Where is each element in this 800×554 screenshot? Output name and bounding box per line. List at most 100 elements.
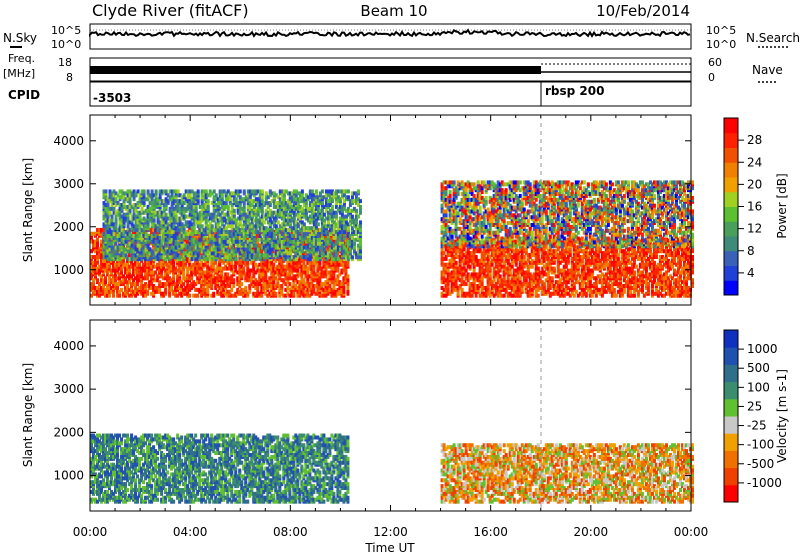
echo-cell <box>188 293 192 298</box>
echo-cell <box>196 199 200 204</box>
echo-cell <box>256 280 260 285</box>
echo-cell <box>134 231 138 236</box>
echo-cell <box>334 214 338 219</box>
echo-cell <box>128 201 132 206</box>
echo-cell <box>168 287 172 292</box>
echo-cell <box>168 282 172 287</box>
echo-cell <box>140 284 144 289</box>
echo-cell <box>116 285 120 290</box>
echo-cell <box>142 291 146 296</box>
echo-cell <box>256 247 260 252</box>
echo-cell <box>342 289 346 294</box>
echo-cell <box>246 272 250 277</box>
echo-cell <box>148 233 152 238</box>
echo-cell <box>126 289 130 294</box>
echo-cell <box>262 282 266 287</box>
echo-cell <box>130 274 134 279</box>
echo-cell <box>128 253 132 258</box>
echo-cell <box>234 257 238 262</box>
echo-cell <box>164 189 168 194</box>
echo-cell <box>202 262 206 267</box>
echo-cell <box>346 289 350 294</box>
echo-cell <box>178 239 182 244</box>
echo-cell <box>246 266 250 271</box>
echo-cell <box>206 272 210 277</box>
echo-cell <box>158 227 162 232</box>
echo-cell <box>170 260 174 265</box>
echo-cell <box>190 270 194 275</box>
echo-cell <box>94 231 98 236</box>
echo-cell <box>254 262 258 267</box>
echo-cell <box>100 239 104 244</box>
echo-cell <box>100 285 104 290</box>
echo-cell <box>124 262 128 267</box>
echo-cell <box>192 233 196 238</box>
echo-cell <box>128 287 132 292</box>
echo-cell <box>144 282 148 287</box>
echo-cell <box>140 270 144 275</box>
echo-cell <box>162 266 166 271</box>
echo-cell <box>102 227 106 232</box>
echo-cell <box>246 227 250 232</box>
echo-cell <box>220 266 224 271</box>
echo-cell <box>272 262 276 267</box>
echo-cell <box>94 249 98 254</box>
echo-cell <box>118 293 122 298</box>
echo-cell <box>260 293 264 298</box>
echo-cell <box>122 274 126 279</box>
echo-cell <box>262 243 266 248</box>
echo-cell <box>264 272 268 277</box>
echo-cell <box>240 256 244 261</box>
echo-cell <box>202 270 206 275</box>
echo-cell <box>132 278 136 283</box>
echo-cell <box>346 278 350 283</box>
echo-cell <box>140 206 144 211</box>
echo-cell <box>112 284 116 289</box>
echo-cell <box>98 293 102 298</box>
echo-cell <box>250 276 254 281</box>
echo-cell <box>176 293 180 298</box>
echo-cell <box>90 239 93 244</box>
echo-cell <box>268 262 272 267</box>
echo-cell <box>270 285 274 290</box>
echo-cell <box>178 260 182 265</box>
echo-cell <box>226 289 230 294</box>
echo-cell <box>272 235 276 240</box>
echo-cell <box>138 285 142 290</box>
echo-cell <box>94 239 98 244</box>
echo-cell <box>126 229 130 234</box>
echo-cell <box>308 257 312 262</box>
echo-cell <box>158 258 162 263</box>
echo-cell <box>136 274 140 279</box>
echo-cell <box>194 206 198 211</box>
echo-cell <box>164 282 168 287</box>
echo-cell <box>108 280 112 285</box>
echo-cell <box>230 266 234 271</box>
echo-cell <box>118 255 122 260</box>
echo-cell <box>206 276 210 281</box>
echo-cell <box>158 235 162 240</box>
echo-cell <box>114 218 118 223</box>
echo-cell <box>166 278 170 283</box>
echo-cell <box>238 289 242 294</box>
echo-cell <box>242 201 246 206</box>
echo-cell <box>146 289 150 294</box>
echo-cell <box>128 280 132 285</box>
echo-cell <box>90 249 93 254</box>
echo-cell <box>188 227 192 232</box>
echo-cell <box>148 284 152 289</box>
echo-cell <box>108 210 112 215</box>
echo-cell <box>114 282 118 287</box>
echo-cell <box>158 195 162 200</box>
echo-cell <box>256 212 260 217</box>
echo-cell <box>214 268 218 273</box>
echo-cell <box>260 278 264 283</box>
echo-cell <box>104 287 108 292</box>
title-date: 10/Feb/2014 <box>596 2 690 20</box>
echo-cell <box>328 284 332 289</box>
echo-cell <box>264 191 268 196</box>
cpid-label: CPID <box>8 88 40 102</box>
echo-cell <box>136 278 140 283</box>
echo-cell <box>100 255 104 260</box>
echo-cell <box>186 266 190 271</box>
